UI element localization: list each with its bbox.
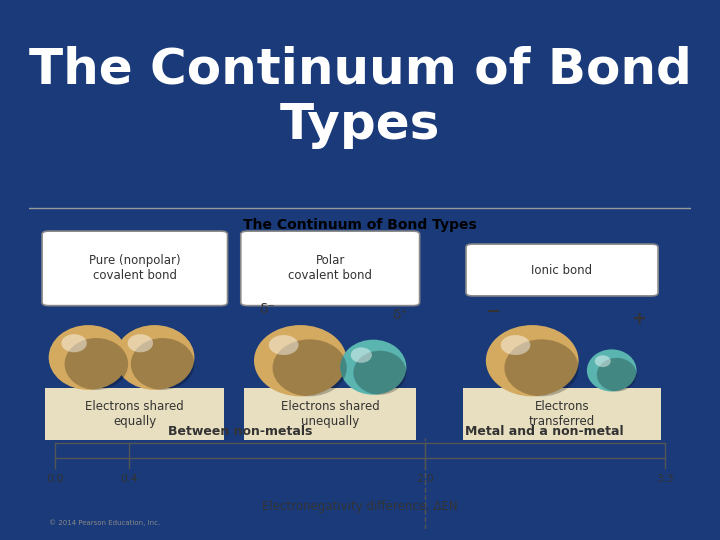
Ellipse shape [61, 334, 87, 352]
Text: −: − [485, 303, 500, 321]
Text: δ⁻: δ⁻ [259, 302, 275, 316]
Ellipse shape [597, 358, 636, 392]
Text: Electrons
transferred: Electrons transferred [529, 400, 595, 428]
Text: δ⁺: δ⁺ [392, 308, 408, 322]
Ellipse shape [131, 338, 194, 390]
Text: The Continuum of Bond
Types: The Continuum of Bond Types [29, 45, 691, 149]
FancyBboxPatch shape [45, 388, 224, 440]
Text: Pure (nonpolar)
covalent bond: Pure (nonpolar) covalent bond [89, 254, 181, 282]
Ellipse shape [595, 355, 611, 367]
Text: © 2014 Pearson Education, Inc.: © 2014 Pearson Education, Inc. [49, 519, 160, 526]
Ellipse shape [115, 325, 194, 390]
Ellipse shape [505, 339, 579, 396]
Ellipse shape [273, 339, 347, 396]
Text: Between non-metals: Between non-metals [168, 426, 312, 438]
Text: +: + [631, 309, 646, 328]
Text: 2.0: 2.0 [415, 474, 433, 484]
Text: 0.0: 0.0 [47, 474, 64, 484]
FancyBboxPatch shape [42, 231, 228, 306]
Ellipse shape [127, 334, 153, 352]
FancyBboxPatch shape [466, 244, 658, 296]
Ellipse shape [354, 350, 406, 395]
Ellipse shape [49, 325, 128, 390]
Ellipse shape [269, 335, 299, 355]
Text: Electrons shared
unequally: Electrons shared unequally [281, 400, 379, 428]
Ellipse shape [351, 347, 372, 363]
FancyBboxPatch shape [244, 388, 416, 440]
Text: 0.4: 0.4 [120, 474, 138, 484]
Ellipse shape [65, 338, 128, 390]
Text: Metal and a non-metal: Metal and a non-metal [465, 426, 624, 438]
Text: Ionic bond: Ionic bond [531, 264, 593, 276]
Ellipse shape [587, 349, 636, 392]
Ellipse shape [340, 340, 406, 395]
Ellipse shape [254, 325, 347, 396]
Text: Electrons shared
equally: Electrons shared equally [86, 400, 184, 428]
FancyBboxPatch shape [240, 231, 420, 306]
Text: Electronegativity difference, ΔEN: Electronegativity difference, ΔEN [262, 500, 458, 513]
Text: 3.3: 3.3 [656, 474, 673, 484]
Ellipse shape [486, 325, 579, 396]
FancyBboxPatch shape [463, 388, 662, 440]
Text: Polar
covalent bond: Polar covalent bond [288, 254, 372, 282]
Ellipse shape [500, 335, 531, 355]
Text: The Continuum of Bond Types: The Continuum of Bond Types [243, 218, 477, 232]
